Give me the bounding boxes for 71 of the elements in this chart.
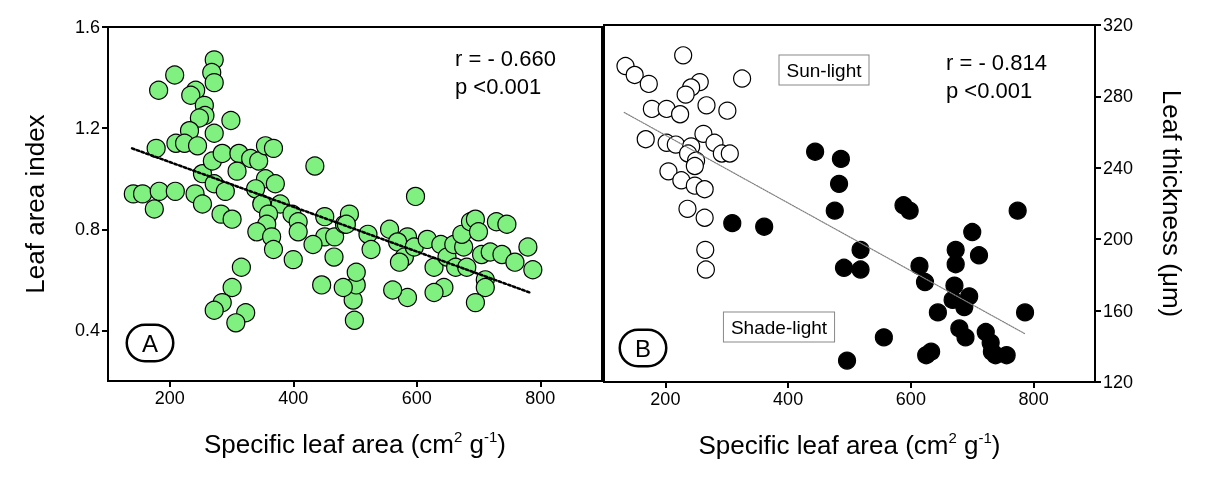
x-tick-label: 600 xyxy=(401,388,432,408)
point xyxy=(806,142,825,161)
point xyxy=(695,180,714,199)
point xyxy=(915,272,935,292)
point xyxy=(697,96,716,115)
point xyxy=(922,342,941,361)
point xyxy=(900,201,919,220)
x-tick-label: 200 xyxy=(154,388,185,408)
point xyxy=(685,156,704,176)
point xyxy=(642,99,661,118)
point xyxy=(723,214,742,233)
point xyxy=(671,105,690,124)
point xyxy=(837,351,857,370)
point xyxy=(657,99,676,118)
point xyxy=(659,162,678,181)
y2-tick-label: 320 xyxy=(1103,15,1134,35)
annotation: p <0.001 xyxy=(455,73,542,99)
y2-tick-label: 120 xyxy=(1103,372,1134,392)
point xyxy=(718,101,737,120)
y2-tick-label: 200 xyxy=(1103,229,1134,250)
point xyxy=(825,201,844,220)
point xyxy=(1008,201,1027,220)
point xyxy=(829,174,849,193)
y-axis-title: Leaf area index xyxy=(20,114,50,294)
x-tick-label: 600 xyxy=(895,389,926,409)
point xyxy=(946,255,965,274)
point xyxy=(834,258,854,277)
annotation: p <0.001 xyxy=(946,77,1033,103)
point xyxy=(874,328,893,347)
point xyxy=(625,65,644,85)
x-tick-label: 800 xyxy=(525,388,556,408)
point xyxy=(720,144,739,163)
annotation: B xyxy=(634,334,652,362)
point xyxy=(733,69,752,88)
point xyxy=(696,260,715,279)
point xyxy=(928,303,947,322)
point xyxy=(672,171,691,190)
point xyxy=(636,130,655,149)
y-tick-label: 0.8 xyxy=(74,219,100,240)
y-tick-label: 1.6 xyxy=(74,17,100,37)
point xyxy=(851,240,870,260)
point xyxy=(963,222,982,242)
annotation: Sun-light xyxy=(786,59,863,81)
y-tick-label: 1.2 xyxy=(74,118,100,139)
point xyxy=(851,260,870,279)
x-tick-label: 400 xyxy=(773,389,804,409)
point xyxy=(755,217,774,236)
annotation: A xyxy=(141,329,159,357)
y2-tick-label: 240 xyxy=(1103,157,1134,178)
point xyxy=(695,208,714,227)
point xyxy=(969,246,989,265)
y2-tick-label: 280 xyxy=(1103,86,1134,107)
annotation: r = - 0.814 xyxy=(946,49,1047,75)
y2-axis-title: Leaf thickness (μm) xyxy=(1157,89,1187,318)
annotation: r = - 0.660 xyxy=(455,45,556,71)
point xyxy=(694,124,713,143)
point xyxy=(678,199,697,218)
x-tick-label: 400 xyxy=(278,388,309,408)
x-tick-label: 800 xyxy=(1018,389,1049,409)
y2-tick-label: 160 xyxy=(1103,300,1134,321)
point xyxy=(910,256,929,276)
point xyxy=(639,74,658,93)
point xyxy=(956,328,975,347)
y-tick-label: 0.4 xyxy=(74,320,100,341)
x-tick-label: 200 xyxy=(650,389,681,409)
point xyxy=(1015,303,1035,322)
point xyxy=(831,149,851,168)
point xyxy=(676,85,695,104)
point xyxy=(674,46,693,65)
point xyxy=(696,240,715,260)
annotation: Shade-light xyxy=(730,316,828,338)
